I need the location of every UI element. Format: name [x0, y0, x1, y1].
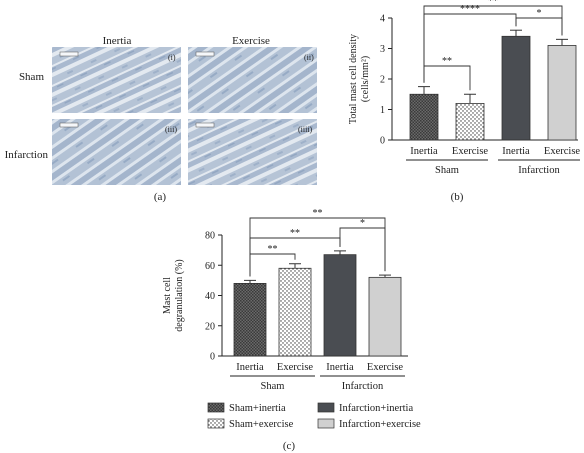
- y-tick-label: 3: [380, 44, 385, 55]
- y-tick-label: 0: [210, 352, 215, 363]
- col-label-inertia: Inertia: [103, 35, 132, 47]
- significance-marker: **: [313, 208, 323, 219]
- row-label-infarction: Infarction: [5, 149, 49, 161]
- legend-swatch: [207, 418, 225, 429]
- significance-marker: **: [268, 244, 278, 255]
- panel-label-a: (a): [154, 191, 167, 203]
- scale-bar: [59, 122, 79, 128]
- y-tick-label: 20: [205, 321, 215, 332]
- y-tick-label: 40: [205, 291, 215, 302]
- significance-bracket: [423, 5, 563, 83]
- micrograph-infarction-inertia: (iii): [52, 119, 181, 185]
- row-label-sham: Sham: [19, 71, 45, 83]
- group-label: Sham: [261, 381, 285, 392]
- legend-swatch: [317, 402, 335, 413]
- x-tick-label: Inertia: [326, 362, 354, 373]
- density-chart: (b) 0 1 2 3 4 Total mast cell density(cells/m…: [348, 0, 580, 203]
- y-tick-label: 1: [380, 105, 385, 116]
- y-tick-label: 4: [380, 14, 385, 25]
- y-axis-label: Total mast cell density(cells/mm²): [348, 34, 371, 124]
- scale-bar: [195, 51, 215, 57]
- significance-bracket: [515, 17, 563, 36]
- x-tick-label: Exercise: [277, 362, 313, 373]
- bar-sham-inertia: [233, 282, 267, 357]
- group-label: Infarction: [518, 165, 560, 176]
- significance-marker: *: [537, 8, 542, 19]
- panel-tag: (iiii): [298, 125, 313, 134]
- panel-label-c: (c): [283, 440, 296, 452]
- significance-marker: **: [290, 228, 300, 239]
- significance-bracket: [249, 217, 386, 277]
- significance-bracket: [423, 65, 471, 91]
- group-label: Sham: [435, 165, 459, 176]
- y-axis-label: Mast celldegranulation (%): [162, 259, 185, 331]
- bar-infarction-inertia: [501, 35, 531, 141]
- legend-swatch: [317, 418, 335, 429]
- bar-sham-inertia: [409, 93, 439, 141]
- bar-infarction-exercise: [547, 45, 577, 141]
- legend: Sham+inertia Infarction+inertia Sham+exerc…: [207, 402, 421, 430]
- bar-infarction-inertia: [323, 254, 357, 357]
- x-tick-label: Exercise: [452, 146, 488, 157]
- micrograph-sham-exercise: (ii): [188, 47, 317, 113]
- panel-tag: (i): [168, 53, 176, 62]
- x-tick-label: Exercise: [367, 362, 403, 373]
- scale-bar: [59, 51, 79, 57]
- group-label: Infarction: [342, 381, 384, 392]
- bar-sham-exercise: [278, 267, 312, 357]
- legend-label: Infarction+inertia: [339, 403, 413, 414]
- x-tick-label: Inertia: [502, 146, 530, 157]
- y-tick-label: 80: [205, 231, 215, 242]
- panel-label-b: (b): [451, 191, 464, 203]
- legend-label: Sham+exercise: [229, 419, 294, 430]
- bar-sham-exercise: [455, 103, 485, 141]
- panel-tag: (ii): [304, 53, 314, 62]
- legend-swatch: [207, 402, 225, 413]
- x-tick-label: Inertia: [410, 146, 438, 157]
- micrograph-infarction-exercise: (iiii): [188, 119, 317, 185]
- x-tick-label: Exercise: [544, 146, 580, 157]
- col-label-exercise: Exercise: [232, 35, 270, 47]
- significance-marker: **: [488, 0, 498, 7]
- significance-marker: **: [442, 56, 452, 67]
- significance-marker: ****: [460, 4, 480, 15]
- y-tick-label: 2: [380, 75, 385, 86]
- degranulation-chart: (c) 0 20 40 60 80 Mast celldegranulation (%) I…: [162, 208, 408, 452]
- legend-label: Sham+inertia: [229, 403, 286, 414]
- y-tick-label: 60: [205, 261, 215, 272]
- significance-marker: *: [360, 218, 365, 229]
- micrograph-panel: Inertia Exercise Sham Infarction (i) (ii…: [5, 35, 317, 203]
- bar-infarction-exercise: [368, 276, 402, 357]
- panel-tag: (iii): [165, 125, 177, 134]
- scale-bar: [195, 122, 215, 128]
- micrograph-sham-inertia: (i): [52, 47, 181, 113]
- x-tick-label: Inertia: [236, 362, 264, 373]
- y-tick-label: 0: [380, 136, 385, 147]
- legend-label: Infarction+exercise: [339, 419, 421, 430]
